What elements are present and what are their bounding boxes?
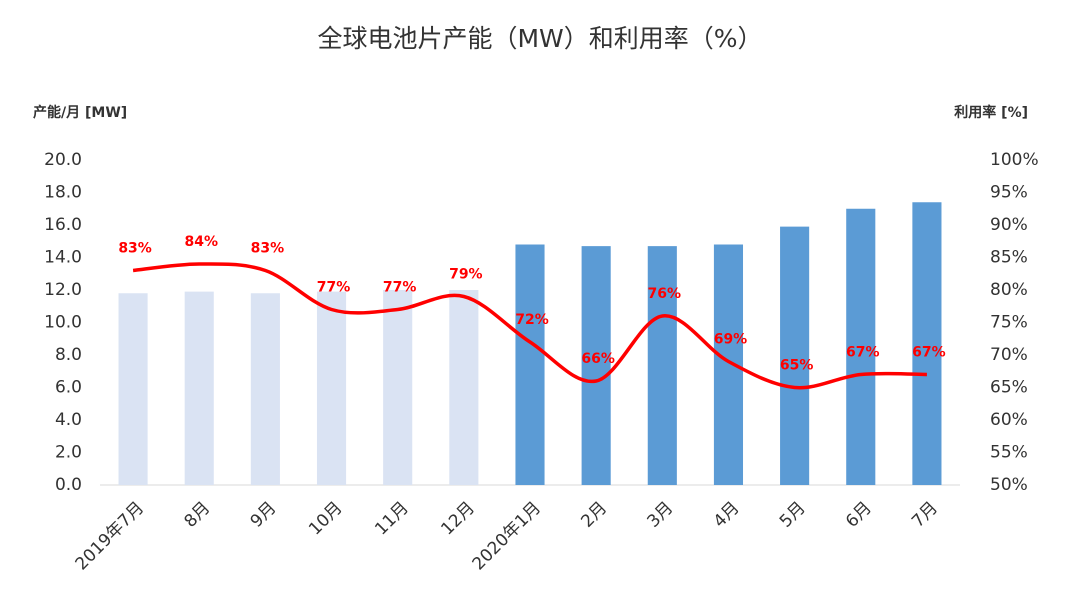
value-label: 65%	[780, 358, 814, 374]
value-label: 67%	[846, 345, 880, 361]
bar	[449, 290, 479, 485]
bar	[316, 291, 347, 485]
bar	[713, 244, 744, 485]
y2-tick-label: 80%	[990, 280, 1028, 300]
x-tick-label: 4月	[710, 498, 744, 532]
y-tick-label: 10.0	[44, 313, 82, 333]
x-tick-label: 2019年7月	[72, 498, 148, 574]
bar	[912, 202, 942, 485]
y-tick-label: 6.0	[55, 378, 82, 398]
y-tick-label: 16.0	[44, 215, 82, 235]
x-tick-label: 6月	[842, 498, 876, 532]
bar	[515, 244, 545, 485]
y-tick-label: 8.0	[55, 345, 82, 365]
value-label: 66%	[581, 351, 615, 367]
y2-tick-label: 90%	[990, 215, 1028, 235]
bar	[250, 293, 280, 485]
value-label: 83%	[251, 241, 285, 257]
x-tick-label: 3月	[644, 498, 678, 532]
x-tick-label: 7月	[908, 498, 942, 532]
line	[132, 262, 927, 390]
y-tick-label: 2.0	[55, 443, 82, 463]
y2-tick-label: 50%	[990, 475, 1028, 495]
y-tick-label: 20.0	[44, 150, 82, 170]
y2-tick-label: 70%	[990, 345, 1028, 365]
bar	[184, 291, 214, 485]
bar	[581, 246, 611, 485]
y-tick-label: 18.0	[44, 183, 82, 203]
y-tick-label: 14.0	[44, 248, 82, 268]
bar	[780, 226, 810, 485]
value-label: 77%	[383, 280, 417, 296]
value-label: 84%	[184, 234, 218, 250]
y2-tick-label: 75%	[990, 313, 1028, 333]
x-tick-label: 5月	[776, 498, 810, 532]
y2-tick-label: 85%	[990, 248, 1028, 268]
bar	[383, 290, 413, 485]
y2-axis-label: 利用率 [%]	[954, 104, 1028, 121]
y2-tick-label: 95%	[990, 183, 1028, 203]
x-tick-label: 12月	[437, 498, 478, 539]
x-tick-label: 9月	[247, 498, 281, 532]
y2-tick-label: 60%	[990, 410, 1028, 430]
y-tick-label: 4.0	[55, 410, 82, 430]
y2-tick-label: 65%	[990, 378, 1028, 398]
value-label: 83%	[118, 241, 152, 257]
value-label: 79%	[449, 267, 483, 283]
x-tick-label: 11月	[371, 498, 412, 539]
y-tick-label: 0.0	[55, 475, 82, 495]
value-label: 77%	[317, 280, 351, 296]
x-tick-label: 2月	[577, 498, 611, 532]
y-axis-label: 产能/月 [MW]	[33, 104, 127, 121]
value-label: 72%	[515, 312, 549, 328]
bar	[118, 293, 148, 485]
x-tick-label: 10月	[305, 498, 346, 539]
bar	[846, 208, 876, 485]
value-label: 76%	[648, 286, 682, 302]
x-tick-label: 2020年1月	[469, 498, 545, 574]
x-tick-label: 8月	[180, 498, 214, 532]
bar	[647, 246, 677, 485]
y2-tick-label: 55%	[990, 443, 1028, 463]
value-label: 69%	[714, 332, 748, 348]
y2-tick-label: 100%	[990, 150, 1039, 170]
value-label: 67%	[912, 345, 946, 361]
chart-title: 全球电池片产能（MW）和利用率（%）	[317, 24, 762, 53]
y-tick-label: 12.0	[44, 280, 82, 300]
